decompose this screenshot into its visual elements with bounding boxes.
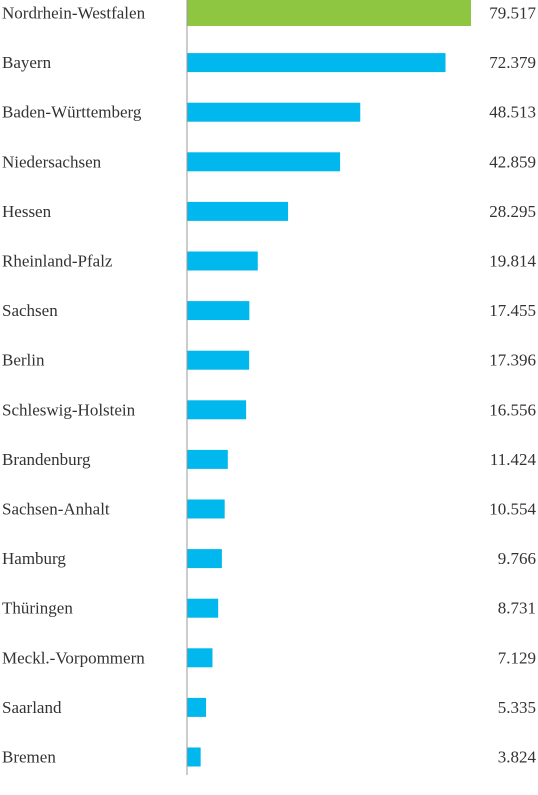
bar-sachsen-anhalt — [187, 499, 225, 519]
category-label-thueringen: Thüringen — [2, 599, 73, 618]
value-label-sachsen: 17.455 — [489, 301, 536, 320]
category-label-brandenburg: Brandenburg — [2, 450, 91, 469]
bar-brandenburg — [187, 449, 228, 469]
bar-nordrhein-westfalen — [187, 0, 471, 26]
value-label-hessen: 28.295 — [489, 202, 536, 221]
category-label-bayern: Bayern — [2, 53, 52, 72]
bar-thueringen — [187, 598, 219, 618]
category-label-hamburg: Hamburg — [2, 549, 66, 568]
bar-saarland — [187, 697, 207, 717]
bar-schleswig-holstein — [187, 400, 247, 420]
category-label-berlin: Berlin — [2, 351, 45, 370]
value-label-bayern: 72.379 — [489, 53, 536, 72]
value-label-nordrhein-westfalen: 79.517 — [489, 4, 536, 23]
category-label-sachsen: Sachsen — [2, 301, 58, 320]
bar-rheinland-pfalz — [187, 251, 258, 271]
bar-berlin — [187, 350, 250, 370]
bar-niedersachsen — [187, 152, 341, 172]
category-label-nordrhein-westfalen: Nordrhein-Westfalen — [2, 4, 146, 23]
value-label-saarland: 5.335 — [498, 698, 536, 717]
category-label-saarland: Saarland — [2, 698, 62, 717]
value-labels-group: 79.517 72.379 48.513 42.859 28.295 19.814 17.4… — [489, 4, 536, 767]
bar-hamburg — [187, 549, 222, 569]
value-label-meckl-vorpommern: 7.129 — [498, 648, 536, 667]
bar-bayern — [187, 53, 446, 73]
bars-group — [187, 0, 471, 767]
category-label-niedersachsen: Niedersachsen — [2, 152, 102, 171]
bar-meckl-vorpommern — [187, 648, 213, 668]
bar-hessen — [187, 201, 289, 221]
value-label-brandenburg: 11.424 — [490, 450, 537, 469]
bar-baden-wuerttemberg — [187, 102, 361, 122]
bar-bremen — [187, 747, 201, 767]
value-label-niedersachsen: 42.859 — [489, 152, 536, 171]
value-label-hamburg: 9.766 — [498, 549, 536, 568]
bar-sachsen — [187, 301, 250, 321]
category-label-hessen: Hessen — [2, 202, 52, 221]
value-label-berlin: 17.396 — [489, 351, 536, 370]
category-label-rheinland-pfalz: Rheinland-Pfalz — [2, 252, 113, 271]
category-labels-group: Nordrhein-Westfalen Bayern Baden-Württembe… — [2, 4, 146, 767]
value-label-schleswig-holstein: 16.556 — [489, 400, 536, 419]
value-label-thueringen: 8.731 — [498, 599, 536, 618]
value-label-bremen: 3.824 — [498, 748, 537, 767]
category-label-schleswig-holstein: Schleswig-Holstein — [2, 400, 136, 419]
value-label-baden-wuerttemberg: 48.513 — [489, 103, 536, 122]
value-label-rheinland-pfalz: 19.814 — [489, 252, 536, 271]
category-label-baden-wuerttemberg: Baden-Württemberg — [2, 103, 142, 122]
category-label-sachsen-anhalt: Sachsen-Anhalt — [2, 500, 110, 519]
category-label-bremen: Bremen — [2, 748, 56, 767]
value-label-sachsen-anhalt: 10.554 — [489, 500, 536, 519]
category-label-meckl-vorpommern: Meckl.-Vorpommern — [2, 648, 145, 667]
